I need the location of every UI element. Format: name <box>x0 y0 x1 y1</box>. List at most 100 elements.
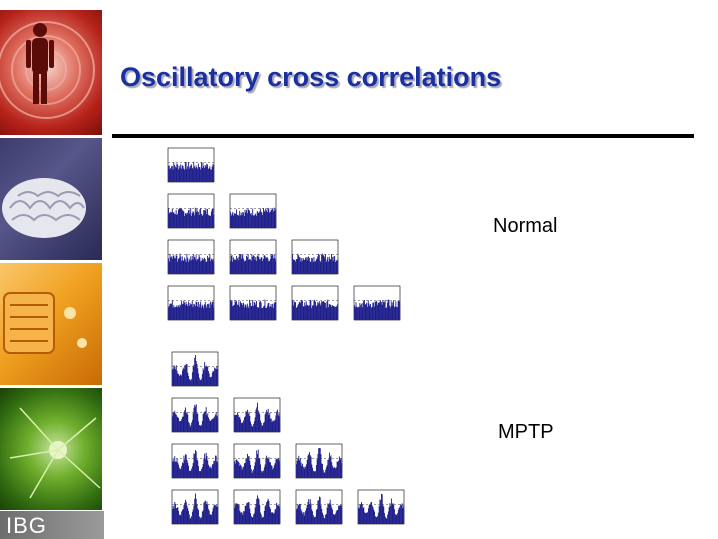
histogram-bar <box>319 448 320 478</box>
histogram-bar <box>192 259 194 274</box>
histogram-bar <box>251 215 253 228</box>
histogram-bar <box>373 509 375 524</box>
histogram-bar <box>332 514 334 524</box>
histogram-bar <box>246 213 248 228</box>
histogram-bar <box>259 458 261 478</box>
histogram-bar <box>373 306 375 320</box>
histogram-bar <box>361 504 363 524</box>
histogram-bar <box>177 258 179 274</box>
histogram-bar <box>249 460 251 478</box>
histogram-bar <box>339 505 341 524</box>
histogram-bar <box>255 458 257 478</box>
histogram-bar <box>203 458 205 478</box>
histogram-bar <box>180 468 182 478</box>
human-figure-icon <box>0 21 95 119</box>
histogram-bar <box>168 261 170 274</box>
histogram-bar <box>383 302 385 320</box>
histogram-bar <box>175 461 177 478</box>
histogram-bar <box>208 417 209 432</box>
histogram-bar <box>241 254 243 274</box>
histogram-bar <box>184 162 186 182</box>
histogram-bar <box>197 258 199 274</box>
histogram-bar <box>186 459 188 478</box>
histogram-bar <box>300 301 302 320</box>
histogram-bar <box>177 373 179 386</box>
histogram-bar <box>179 375 181 386</box>
histogram-bar <box>203 502 205 524</box>
histogram-bar <box>308 305 310 320</box>
histogram-bar <box>363 507 365 524</box>
histogram-bar <box>335 511 337 524</box>
histogram-bar <box>250 305 252 320</box>
histogram-bar <box>267 408 269 432</box>
histogram-panel <box>171 397 219 433</box>
histogram-bar <box>300 462 302 478</box>
histogram-bar <box>185 301 187 320</box>
histogram-bar <box>196 208 198 228</box>
histogram-bar <box>202 259 204 274</box>
histogram-bar <box>234 259 236 274</box>
histogram-bar <box>199 257 201 274</box>
histogram-bar <box>261 517 263 524</box>
histogram-bar <box>358 507 359 524</box>
histogram-bar <box>399 506 401 524</box>
histogram-bar <box>262 306 264 320</box>
histogram-bar <box>233 213 235 228</box>
histogram-bar <box>175 167 177 182</box>
histogram-bar <box>253 255 254 274</box>
histogram-bar <box>204 500 206 524</box>
histogram-bar <box>298 505 300 524</box>
histogram-bar <box>303 259 305 274</box>
histogram-bar <box>396 306 398 320</box>
histogram-bar <box>178 307 180 320</box>
histogram-bar <box>251 254 253 274</box>
histogram-bar <box>189 302 191 320</box>
histogram-bar <box>235 502 237 524</box>
histogram-bar <box>188 209 190 228</box>
histogram-bar <box>182 260 184 274</box>
histogram-bar <box>274 210 276 228</box>
histogram-bar <box>200 169 202 182</box>
histogram-bar <box>260 257 262 274</box>
histogram-bar <box>396 514 398 524</box>
histogram-bar <box>196 459 198 478</box>
histogram-bar <box>274 509 276 524</box>
histogram-bar <box>275 302 277 320</box>
histogram-bar <box>325 469 327 478</box>
histogram-bar <box>242 255 244 274</box>
histogram-bar <box>183 168 185 182</box>
histogram-bar <box>171 208 173 228</box>
histogram-bar <box>195 450 196 478</box>
panel-frame <box>229 239 277 275</box>
histogram-bar <box>302 513 304 524</box>
histogram-bar <box>250 513 252 524</box>
histogram-bar <box>168 307 169 320</box>
histogram-bar <box>182 165 184 182</box>
histogram-bar <box>296 259 298 274</box>
histogram-bar <box>249 302 251 320</box>
histogram-bar <box>251 517 253 524</box>
histogram-bar <box>237 503 238 524</box>
histogram-bar <box>195 255 197 274</box>
histogram-bar <box>205 208 207 228</box>
histogram-bar <box>402 508 404 524</box>
histogram-bar <box>193 303 195 320</box>
histogram-bar <box>322 301 324 320</box>
histogram-bar <box>381 494 383 524</box>
histogram-bar <box>356 306 358 320</box>
histogram-bar <box>234 415 235 432</box>
histogram-bar <box>379 499 381 524</box>
histogram-bar <box>236 255 238 274</box>
histogram-bar <box>251 472 253 478</box>
histogram-bar <box>208 509 209 524</box>
histogram-bar <box>261 426 263 432</box>
histogram-bar <box>273 465 275 478</box>
histogram-bar <box>191 164 192 182</box>
histogram-panel <box>233 397 281 433</box>
histogram-bar <box>214 414 216 432</box>
histogram-bar <box>258 412 260 432</box>
histogram-bar <box>403 505 405 524</box>
histogram-bar <box>260 422 262 432</box>
histogram-bar <box>382 300 384 320</box>
histogram-bar <box>337 509 339 524</box>
